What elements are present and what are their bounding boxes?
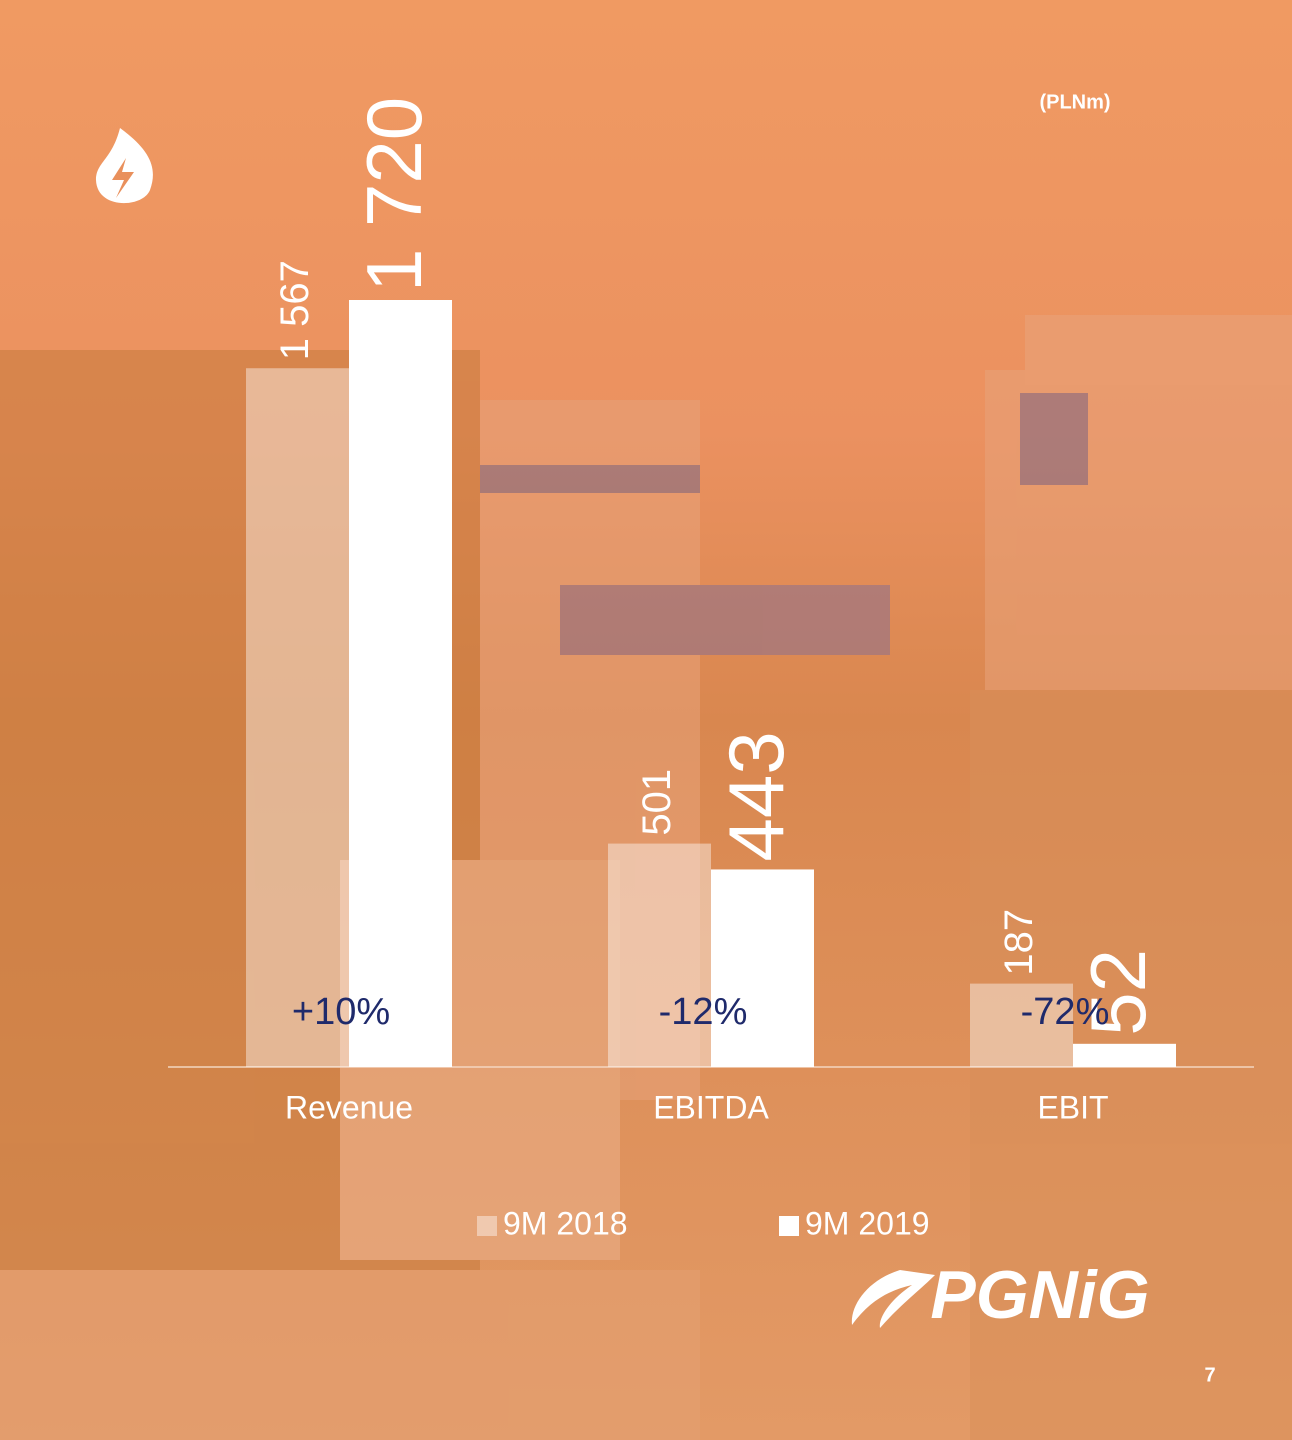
category-label: Revenue bbox=[285, 1089, 413, 1125]
logo: PGNiG bbox=[851, 1257, 1150, 1333]
value-label: 1 720 bbox=[350, 97, 438, 292]
plot: 1 567 1 720 +10% Revenue 501 443 -12% EBITDA 187… bbox=[246, 97, 1176, 1241]
bar bbox=[1073, 1043, 1176, 1067]
bar bbox=[349, 300, 452, 1067]
category-label: EBIT bbox=[1037, 1089, 1108, 1125]
legend-label: 9M 2018 bbox=[503, 1205, 628, 1241]
bar bbox=[970, 983, 1073, 1067]
value-label: 52 bbox=[1074, 949, 1162, 1036]
bar bbox=[246, 368, 349, 1068]
logo-text: PGNiG bbox=[930, 1257, 1149, 1333]
value-label: 1 567 bbox=[273, 260, 317, 360]
value-label: 443 bbox=[712, 731, 800, 861]
legend-swatch bbox=[477, 1216, 497, 1236]
category-label: EBITDA bbox=[653, 1089, 769, 1125]
change-annotation: +10% bbox=[292, 991, 390, 1033]
change-annotation: -72% bbox=[1021, 991, 1110, 1033]
bar bbox=[711, 869, 814, 1067]
change-annotation: -12% bbox=[659, 991, 748, 1033]
value-label: 187 bbox=[997, 909, 1041, 976]
legend-label: 9M 2019 bbox=[805, 1205, 930, 1241]
value-label: 501 bbox=[635, 769, 679, 836]
flame-icon bbox=[96, 128, 153, 204]
bar bbox=[608, 843, 711, 1067]
page-number: 7 bbox=[1204, 1364, 1215, 1386]
legend-swatch bbox=[779, 1216, 799, 1236]
unit-label: (PLNm) bbox=[1039, 91, 1110, 113]
